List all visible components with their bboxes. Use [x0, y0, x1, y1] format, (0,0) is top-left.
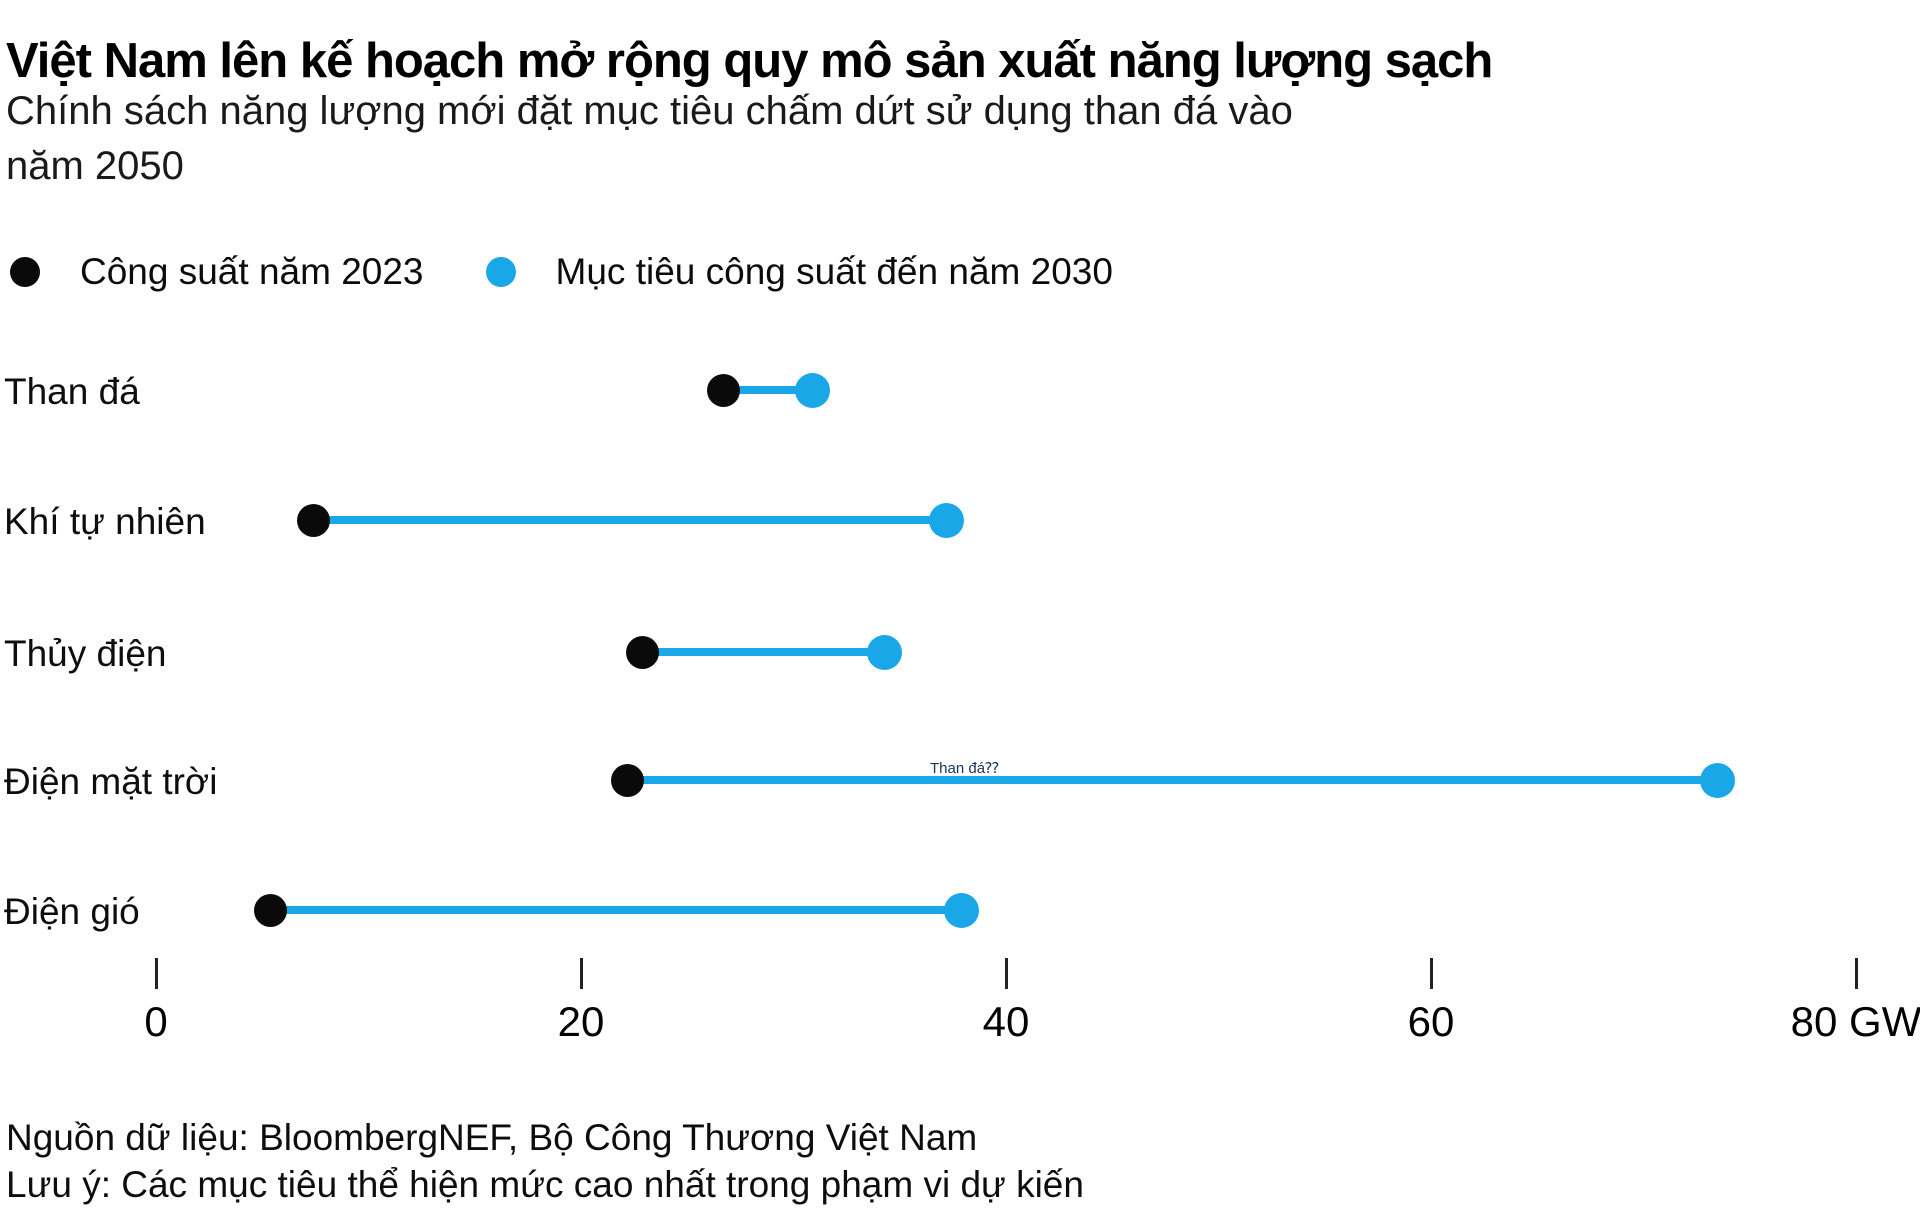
axis-tick: [1854, 958, 1858, 989]
axis-tick: [1429, 958, 1433, 989]
dot-2030: [867, 634, 903, 670]
dot-2023: [626, 635, 660, 669]
legend: Công suất năm 2023 Mục tiêu công suất đế…: [10, 251, 1113, 293]
legend-item-2030: Mục tiêu công suất đến năm 2030: [485, 251, 1113, 293]
legend-label-2023: Công suất năm 2023: [80, 251, 424, 292]
axis-tick-label: 20: [557, 998, 605, 1045]
dot-2030: [795, 372, 831, 408]
footnote: Lưu ý: Các mục tiêu thể hiện mức cao nhấ…: [6, 1164, 1084, 1205]
chart-subtitle: Chính sách năng lượng mới đặt mục tiêu c…: [6, 89, 1293, 188]
dot-2023: [254, 893, 288, 927]
category-label: Điện gió: [4, 891, 140, 932]
dumbbell-line: [723, 386, 813, 394]
axis-tick: [579, 958, 583, 989]
axis-tick: [1004, 958, 1008, 989]
chart-title: Việt Nam lên kế hoạch mở rộng quy mô sản…: [6, 33, 1493, 88]
legend-item-2023: Công suất năm 2023: [10, 251, 424, 293]
axis-tick-label: 40: [982, 998, 1030, 1045]
axis-tick: [154, 958, 158, 989]
source-note: Nguồn dữ liệu: BloombergNEF, Bộ Công Thư…: [6, 1117, 978, 1158]
axis-tick-label: 80 GW: [1790, 998, 1920, 1045]
category-label: Than đá: [4, 371, 140, 412]
dot-2030: [943, 892, 979, 928]
dot-2023: [611, 763, 645, 797]
legend-label-2030: Mục tiêu công suất đến năm 2030: [555, 251, 1113, 292]
stray-annotation: Than đá⁇: [930, 760, 999, 777]
dumbbell-line: [642, 648, 885, 656]
category-label: Thủy điện: [4, 633, 167, 674]
dot-2023: [296, 503, 330, 537]
legend-dot-2023-icon: [10, 257, 40, 287]
dot-2030: [1700, 762, 1736, 798]
dumbbell-line: [270, 906, 962, 914]
dumbbell-line: [627, 776, 1718, 784]
axis-tick-label: 60: [1407, 998, 1455, 1045]
axis-tick-label: 0: [144, 998, 168, 1045]
footer: Nguồn dữ liệu: BloombergNEF, Bộ Công Thư…: [6, 1114, 1084, 1208]
dot-2030: [929, 502, 964, 538]
dumbbell-line: [313, 516, 947, 524]
category-label: Điện mặt trời: [4, 761, 218, 802]
category-label: Khí tự nhiên: [4, 501, 206, 542]
dot-2023: [706, 373, 740, 407]
legend-dot-2030-icon: [485, 257, 516, 287]
